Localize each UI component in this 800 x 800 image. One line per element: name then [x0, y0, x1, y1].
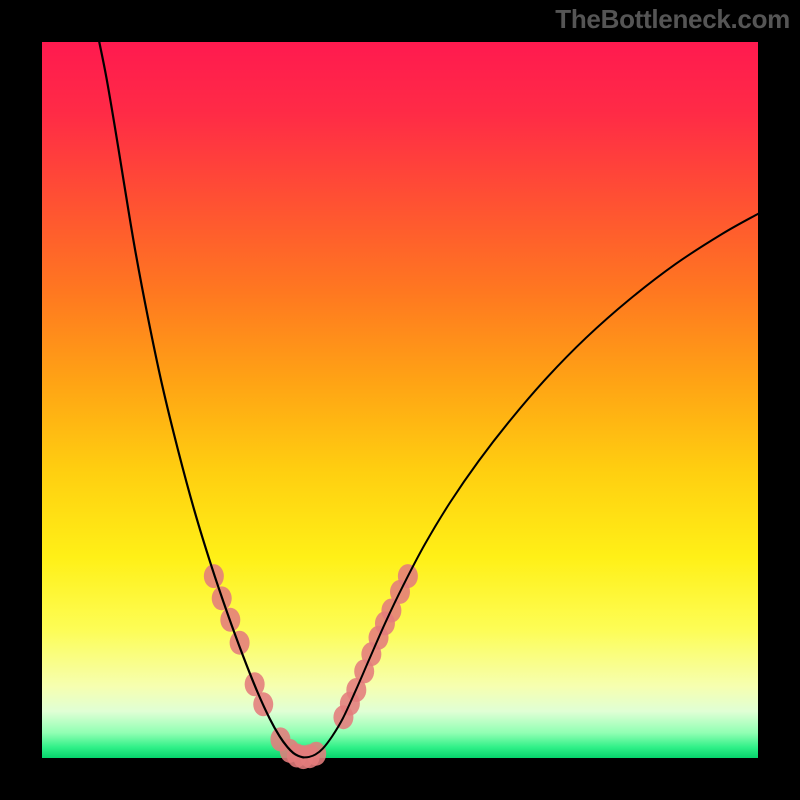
watermark-text: TheBottleneck.com	[555, 4, 790, 35]
markers-left-cluster	[204, 564, 326, 769]
curve-left	[99, 42, 303, 757]
marker-point	[230, 631, 250, 655]
plot-svg	[0, 0, 800, 800]
